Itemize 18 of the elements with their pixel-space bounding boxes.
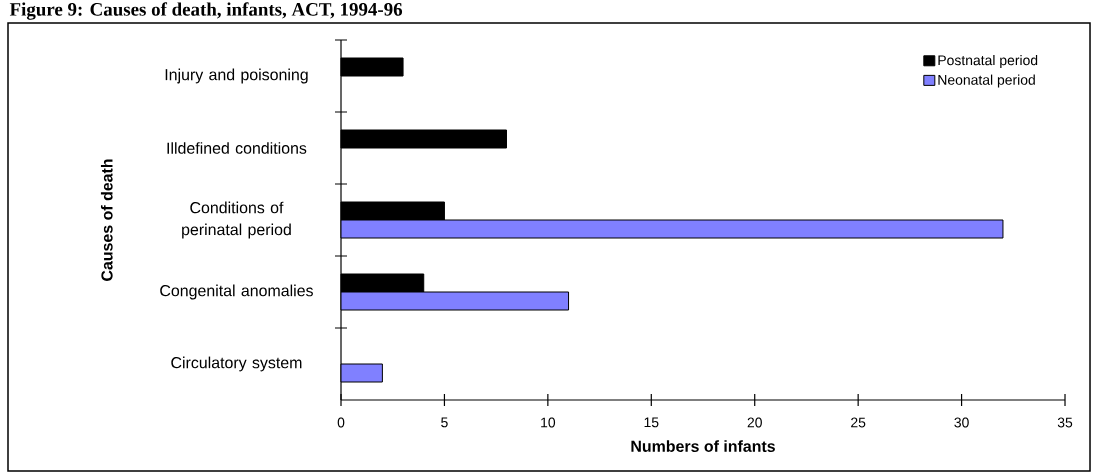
x-tick-label: 0: [337, 417, 345, 428]
x-tick-label: 35: [1057, 417, 1073, 428]
legend-label: Postnatal period: [938, 54, 1038, 68]
y-tick-label: Illdefined conditions: [167, 142, 307, 154]
y-axis-title: Causes of death: [100, 159, 113, 281]
y-tick-label: Circulatory system: [171, 356, 302, 372]
x-tick-label: 5: [441, 417, 448, 428]
x-tick-label: 25: [851, 417, 866, 428]
x-axis-title: Numbers of infants: [631, 440, 775, 452]
y-tick-label: Injury and poisoning: [165, 68, 308, 84]
x-tick-label: 30: [954, 417, 969, 428]
y-tick-label: Congenital anomalies: [160, 284, 313, 300]
chart-title: Figure 9: Causes of death, infants, ACT, 1994-96: [9, 2, 403, 20]
y-tick-label: Conditions of perinatal period: [182, 201, 291, 239]
x-tick-label: 20: [747, 417, 762, 428]
x-tick-label: 15: [644, 417, 659, 428]
legend-label: Neonatal period: [938, 74, 1035, 88]
x-tick-label: 10: [541, 417, 556, 428]
